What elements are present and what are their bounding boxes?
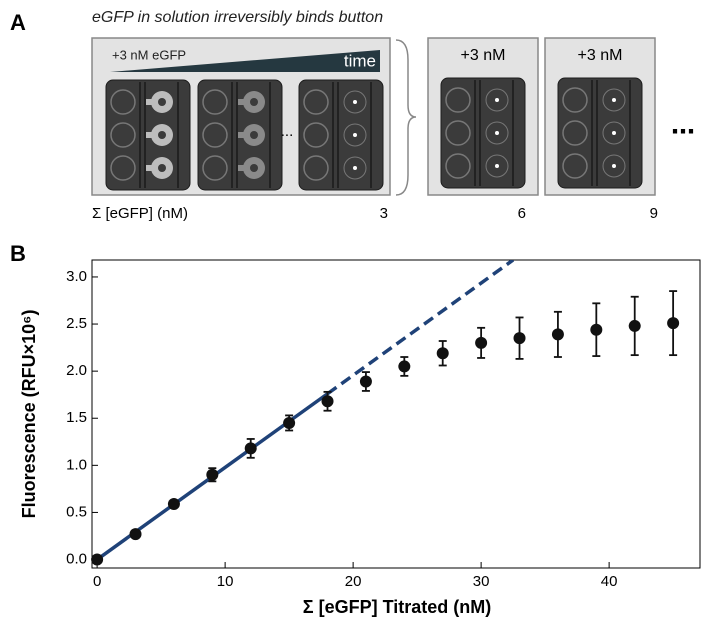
button-notch [238,99,254,105]
button-hole [250,98,258,106]
chamber [110,89,136,115]
x-tick-label: 30 [473,573,490,590]
point [436,347,449,360]
spot [612,131,616,135]
plot-frame [91,259,701,569]
chamber [303,155,329,181]
button [343,123,367,147]
point [129,528,142,541]
x-tick-label: 20 [345,573,362,590]
x-tick-label: 10 [217,573,234,590]
button [485,88,509,112]
button [343,156,367,180]
spot [612,164,616,168]
chamber [445,120,471,146]
sum-value: 3 [380,205,388,222]
point [667,317,680,330]
button [602,121,626,145]
point [513,332,526,345]
fit-line [326,260,515,396]
y-tick-label: 2.5 [66,315,87,332]
button-hole [158,131,166,139]
button-hole [250,164,258,172]
point [628,319,641,332]
chamber [445,153,471,179]
point [244,442,257,455]
sum-value: 9 [650,205,658,222]
point [359,375,372,388]
point [91,553,104,566]
y-tick-label: 0.5 [66,503,87,520]
chip [557,77,643,189]
ramp [110,50,380,72]
spot [353,133,357,137]
point [206,468,219,481]
chamber [202,155,228,181]
chip [440,77,526,189]
panel-label: B [10,241,26,266]
button [485,154,509,178]
chamber [303,89,329,115]
ellipsis: ... [281,123,294,140]
chamber [562,87,588,113]
point [398,360,411,373]
ramp-label: +3 nM eGFP [112,47,186,62]
chamber [110,122,136,148]
button-notch [238,165,254,171]
spot [495,98,499,102]
y-tick-label: 3.0 [66,268,87,285]
y-tick-label: 0.0 [66,550,87,567]
chamber [202,122,228,148]
brace [395,39,417,196]
y-tick-label: 1.0 [66,456,87,473]
button [602,154,626,178]
point [475,336,488,349]
y-tick-label: 2.0 [66,362,87,379]
spot [612,98,616,102]
step-label: +3 nM [578,47,623,64]
chamber [562,153,588,179]
button-hole [250,131,258,139]
x-axis-label: Σ [eGFP] Titrated (nM) [303,597,491,617]
panel-label: A [10,10,26,35]
chamber [110,155,136,181]
more: ⋯ [671,118,695,145]
x-tick-label: 0 [93,573,101,590]
button-hole [158,164,166,172]
button-notch [146,132,162,138]
point [283,416,296,429]
y-tick-label: 1.5 [66,409,87,426]
spot [495,131,499,135]
chamber [202,89,228,115]
y-axis-label: Fluorescence (RFU×10⁶) [19,310,39,519]
spot [353,166,357,170]
point [590,323,603,336]
button [343,90,367,114]
spot [495,164,499,168]
x-tick-label: 40 [601,573,618,590]
button-notch [146,165,162,171]
spot [353,100,357,104]
button [485,121,509,145]
sum-label: Σ [eGFP] (nM) [92,205,188,222]
point [167,497,180,510]
ramp-end: time [344,51,376,70]
chamber [562,120,588,146]
button-notch [146,99,162,105]
chamber [303,122,329,148]
point [321,395,334,408]
button-notch [238,132,254,138]
step-label: +3 nM [461,47,506,64]
button-hole [158,98,166,106]
sum-value: 6 [518,205,526,222]
caption: eGFP in solution irreversibly binds butt… [92,9,383,26]
point [551,328,564,341]
chamber [445,87,471,113]
button [602,88,626,112]
chip [298,79,384,191]
